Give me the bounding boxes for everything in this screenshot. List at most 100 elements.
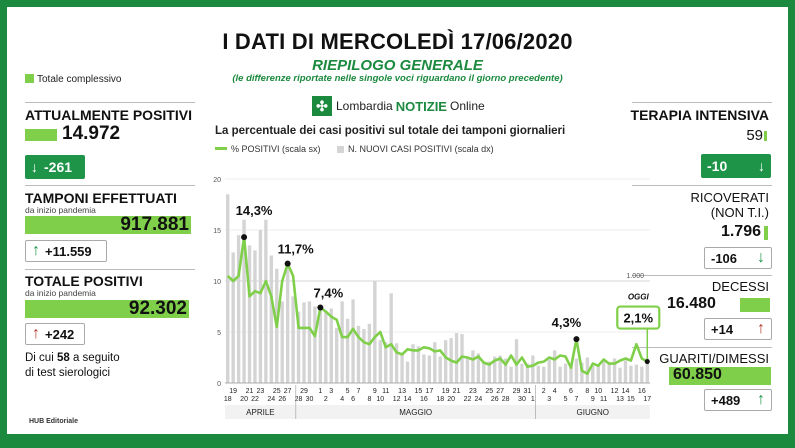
arrow-up-red-icon: ↑ (32, 325, 40, 342)
case-bar (367, 323, 372, 383)
case-bar (591, 365, 595, 383)
decessi-delta-value: +14 (711, 321, 734, 337)
guariti-delta-value: +489 (711, 392, 741, 408)
terapia-bar (764, 131, 767, 141)
x-tick-label: 23 (257, 388, 265, 395)
totale-legend-label: Totale complessivo (37, 74, 122, 85)
case-bar (547, 359, 551, 383)
ricoverati-bar (764, 226, 768, 240)
terapia-delta-value: -10 (707, 158, 728, 174)
case-bar (433, 342, 437, 383)
x-tick-label: 14 (622, 388, 630, 395)
month-label: APRILE (246, 408, 274, 417)
case-bar (607, 363, 611, 383)
x-tick-label: 16 (420, 396, 428, 403)
tamponi-label: TAMPONI EFFETTUATI (25, 190, 177, 206)
y-left-tick: 15 (213, 228, 221, 235)
decessi-bar (740, 298, 770, 312)
case-bar (378, 340, 382, 383)
case-bar (569, 364, 573, 383)
guariti-bar (669, 367, 771, 385)
legend-square-icon (25, 74, 34, 83)
case-bar (236, 235, 241, 383)
case-bar (443, 340, 448, 383)
ricoverati-label-2: (NON T.I.) (710, 205, 769, 220)
case-bar (253, 250, 257, 383)
y-right-tick: 1.000 (626, 273, 644, 280)
case-bar (596, 365, 600, 383)
arrow-up-icon: ↑ (32, 242, 40, 259)
case-bar (389, 293, 393, 383)
x-tick-label: 31 (524, 388, 532, 395)
x-tick-label: 17 (425, 388, 433, 395)
tamponi-delta: ↑ +11.559 (25, 240, 107, 262)
terapia-delta: -10 ↓ (701, 154, 771, 178)
x-tick-label: 13 (616, 396, 624, 403)
x-tick-label: 9 (591, 396, 595, 403)
percent-line (226, 235, 648, 376)
x-tick-label: 24 (474, 396, 482, 403)
x-tick-label: 11 (382, 388, 389, 395)
x-tick-label: 6 (351, 396, 355, 403)
guariti-label: GUARITI/DIMESSI (659, 351, 769, 366)
case-bar (313, 306, 317, 383)
case-bar (302, 302, 306, 383)
case-bar (335, 327, 339, 383)
case-bar (438, 356, 442, 383)
tamponi-delta-value: +11.559 (45, 243, 92, 259)
case-bar (384, 342, 388, 383)
ricoverati-delta-value: -106 (711, 250, 738, 266)
x-tick-label: 21 (453, 388, 461, 395)
page-note: (le differenze riportate nelle singole v… (232, 73, 563, 84)
case-bar (493, 356, 497, 383)
case-bar (226, 194, 230, 383)
chart-legend: % POSITIVI (scala sx) N. NUOVI CASI POSI… (215, 144, 494, 154)
page-subtitle: RIEPILOGO GENERALE (312, 57, 483, 74)
case-bar (269, 255, 274, 383)
x-tick-label: 1 (318, 388, 322, 395)
logo-text-mid: NOTIZIE (395, 98, 447, 114)
positivi-delta: ↓ -261 (25, 155, 85, 179)
case-bar (634, 364, 639, 383)
case-bar (460, 334, 464, 383)
x-tick-label: 8 (367, 396, 371, 403)
right-rule-3 (632, 347, 772, 348)
ricoverati-value: 1.796 (720, 223, 761, 240)
x-tick-label: 20 (240, 396, 248, 403)
positivi-delta-value: -261 (44, 159, 73, 175)
today-value: 2,1% (623, 311, 653, 326)
peak-point (241, 234, 248, 241)
case-bar (623, 360, 628, 383)
case-bar (356, 325, 361, 383)
x-tick-label: 15 (415, 388, 423, 395)
totale-positivi-value: 92.302 (128, 298, 187, 319)
case-bar (427, 355, 432, 383)
case-bar (487, 361, 491, 383)
arrow-up-icon: ↑ (757, 391, 765, 408)
case-bar (542, 366, 546, 383)
case-bar (318, 305, 323, 383)
x-tick-label: 6 (569, 388, 573, 395)
x-tick-label: 2 (542, 388, 546, 395)
credit-label: HUB Editoriale (29, 418, 79, 425)
decessi-delta: +14 ↑ (704, 318, 772, 340)
x-tick-label: 20 (447, 396, 455, 403)
case-bar (351, 299, 355, 383)
x-tick-label: 10 (594, 388, 602, 395)
x-tick-label: 3 (329, 388, 333, 395)
x-tick-label: 8 (585, 388, 589, 395)
terapia-value: 59 (746, 127, 763, 144)
case-bar (307, 301, 312, 383)
peak-label: 11,7% (278, 242, 315, 257)
case-bar (454, 333, 459, 383)
case-bar (264, 219, 268, 383)
positivi-value: 14.972 (62, 123, 121, 144)
today-point (644, 359, 650, 365)
x-tick-label: 25 (485, 388, 493, 395)
today-box (616, 305, 661, 330)
logo-text-right: Online (449, 99, 485, 113)
arrow-up-red-icon: ↑ (757, 320, 765, 337)
guariti-value: 60.850 (673, 366, 722, 383)
case-bar (258, 230, 263, 383)
x-tick-label: 23 (469, 388, 477, 395)
